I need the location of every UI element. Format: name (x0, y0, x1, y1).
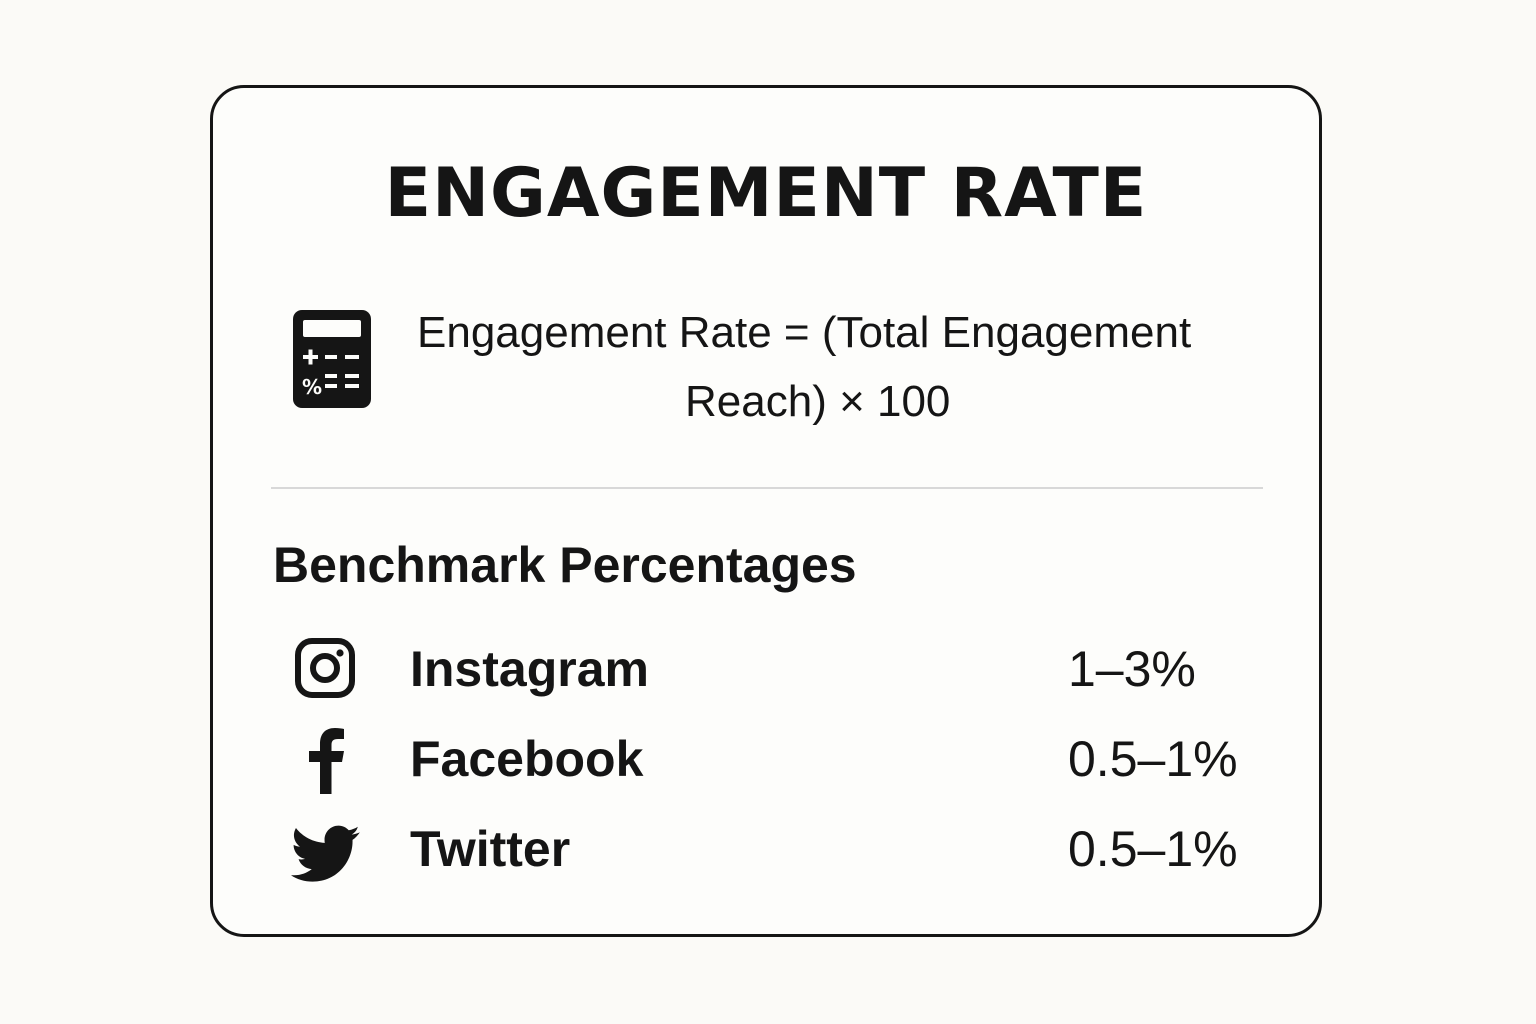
engagement-formula: Engagement Rate = (Total Engagement Reac… (413, 298, 1303, 436)
section-divider (271, 487, 1263, 489)
benchmark-row-instagram: Instagram 1–3% (213, 636, 1319, 716)
formula-line-2: Reach) × 100 (685, 377, 951, 426)
benchmark-row-facebook: Facebook 0.5–1% (213, 726, 1319, 806)
platform-name: Twitter (410, 821, 571, 877)
calculator-icon: % (293, 310, 371, 410)
svg-text:%: % (302, 375, 322, 399)
benchmark-value: 0.5–1% (1068, 821, 1238, 877)
engagement-rate-card: ENGAGEMENT RATE % Engagement Rate = (Tot… (210, 85, 1322, 937)
benchmark-value: 0.5–1% (1068, 731, 1238, 787)
facebook-icon (291, 726, 361, 796)
card-title: ENGAGEMENT RATE (384, 154, 1148, 233)
platform-name: Instagram (410, 641, 649, 697)
instagram-icon (291, 636, 361, 706)
platform-name: Facebook (410, 731, 644, 787)
benchmark-row-twitter: Twitter 0.5–1% (213, 816, 1319, 896)
benchmark-value: 1–3% (1068, 641, 1196, 697)
formula-line-1: Engagement Rate = (Total Engagement (417, 308, 1192, 357)
benchmarks-heading: Benchmark Percentages (273, 537, 857, 593)
twitter-icon (291, 816, 361, 886)
